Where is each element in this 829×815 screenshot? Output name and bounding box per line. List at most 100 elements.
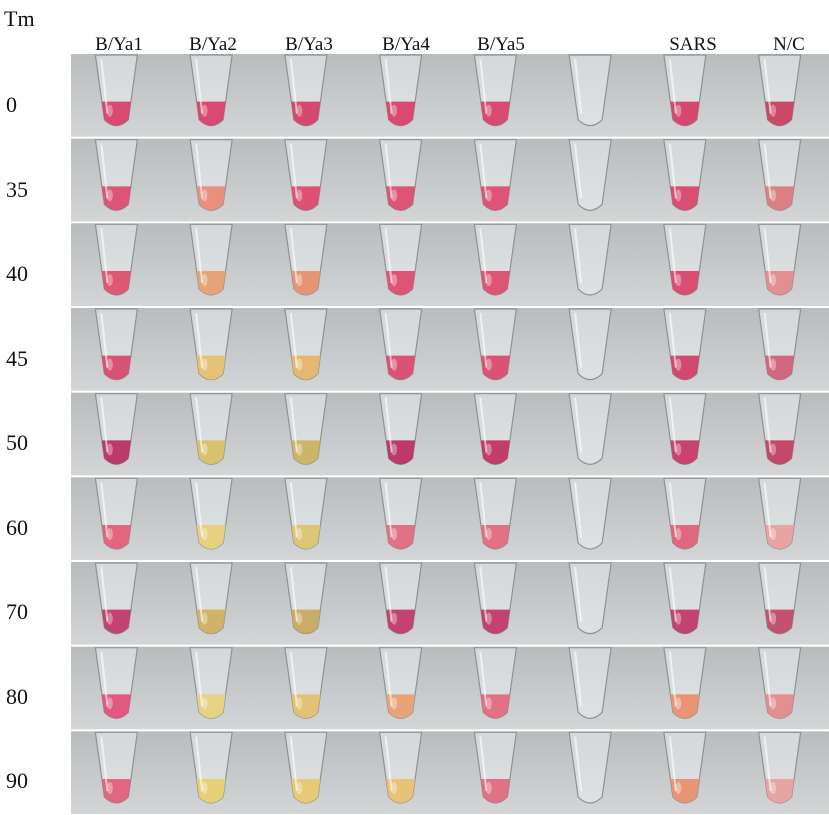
tube-b-ya5-tm-45 (473, 308, 518, 381)
reaction-liquid (480, 101, 510, 126)
tube-b-ya2-tm-50 (189, 393, 233, 465)
reaction-liquid (670, 186, 700, 211)
photo-row-50 (71, 392, 829, 476)
tube-b-ya4-tm-90 (378, 731, 423, 804)
tube-n-c-tm-80 (757, 647, 802, 719)
reaction-liquid (765, 271, 795, 295)
reaction-liquid (670, 694, 700, 719)
reaction-liquid (765, 779, 795, 803)
reaction-liquid (765, 609, 795, 634)
tube-sars-tm-35 (663, 139, 707, 211)
tube-b-ya1-tm-70 (94, 562, 139, 635)
reaction-liquid (480, 271, 510, 295)
tube-b-ya5-tm-80 (473, 647, 518, 719)
tube-empty-tm-90 (568, 731, 612, 804)
tube-b-ya1-tm-80 (94, 647, 139, 719)
reaction-liquid (480, 779, 510, 803)
tube-b-ya1-tm-45 (94, 308, 139, 381)
reaction-liquid (291, 101, 321, 126)
photo-row-45 (71, 308, 829, 391)
row-label-45: 45 (6, 346, 28, 371)
photo-row-80 (71, 646, 829, 730)
reaction-liquid (386, 355, 416, 380)
row-label-70: 70 (6, 599, 28, 624)
tube-b-ya4-tm-45 (378, 308, 423, 381)
tube-b-ya2-tm-80 (189, 647, 233, 719)
tube-b-ya2-tm-60 (189, 477, 233, 550)
reaction-liquid (291, 355, 321, 380)
tube-empty-tm-70 (568, 562, 612, 635)
tube-b-ya4-tm-0 (378, 54, 423, 127)
reaction-liquid (386, 101, 416, 126)
row-label-35: 35 (6, 177, 28, 202)
reaction-liquid (670, 101, 700, 126)
reaction-liquid (291, 186, 321, 211)
tube-b-ya2-tm-45 (189, 308, 233, 381)
photo-row-60 (71, 477, 829, 560)
tube-sars-tm-60 (663, 477, 707, 550)
tube-sars-tm-80 (663, 647, 707, 719)
column-label-nc: N/C (773, 34, 805, 55)
reaction-liquid (386, 186, 416, 211)
column-label-b-ya4: B/Ya4 (382, 34, 430, 55)
tube-b-ya5-tm-50 (473, 393, 518, 465)
photo-row-90 (71, 731, 829, 814)
tube-b-ya3-tm-60 (284, 477, 328, 550)
reaction-liquid (765, 101, 795, 126)
tube-b-ya2-tm-35 (189, 139, 233, 211)
tube-n-c-tm-40 (757, 223, 802, 296)
tube-b-ya4-tm-35 (378, 139, 423, 211)
row-label-90: 90 (6, 768, 28, 793)
photo-row-40 (71, 223, 829, 306)
tube-b-ya4-tm-80 (378, 647, 423, 719)
tube-b-ya3-tm-90 (284, 731, 328, 804)
reaction-liquid (196, 355, 226, 380)
photo-row-70 (71, 562, 829, 645)
reaction-liquid (480, 355, 510, 380)
tube-b-ya1-tm-60 (94, 477, 139, 550)
reaction-liquid (291, 609, 321, 634)
tube-n-c-tm-45 (757, 308, 802, 381)
tube-b-ya3-tm-40 (284, 223, 328, 296)
reaction-liquid (386, 525, 416, 549)
tube-b-ya5-tm-35 (473, 139, 518, 211)
tube-b-ya4-tm-70 (378, 562, 423, 635)
reaction-liquid (101, 609, 131, 634)
reaction-liquid (480, 694, 510, 719)
tube-sars-tm-50 (663, 393, 707, 465)
tube-b-ya3-tm-0 (284, 54, 328, 127)
tube-sars-tm-45 (663, 308, 707, 381)
reaction-liquid (196, 440, 226, 465)
reaction-liquid (196, 609, 226, 634)
tube-b-ya4-tm-50 (378, 393, 423, 465)
row-label-40: 40 (6, 261, 28, 286)
reaction-liquid (101, 440, 131, 465)
reaction-liquid (196, 271, 226, 295)
tube-sars-tm-90 (663, 731, 707, 804)
reaction-liquid (765, 694, 795, 719)
reaction-liquid (765, 525, 795, 549)
reaction-liquid (670, 271, 700, 295)
reaction-liquid (386, 694, 416, 719)
column-label-b-ya2: B/Ya2 (189, 34, 237, 55)
tube-n-c-tm-35 (757, 139, 802, 211)
reaction-liquid (291, 694, 321, 719)
tube-empty-tm-80 (568, 647, 612, 719)
tube-n-c-tm-90 (757, 731, 802, 804)
reaction-liquid (480, 525, 510, 549)
tube-empty-tm-45 (568, 308, 612, 381)
reaction-liquid (386, 609, 416, 634)
tube-b-ya2-tm-90 (189, 731, 233, 804)
reaction-liquid (196, 525, 226, 549)
column-label-b-ya5: B/Ya5 (477, 34, 525, 55)
reaction-liquid (291, 271, 321, 295)
tube-b-ya3-tm-45 (284, 308, 328, 381)
tube-empty-tm-40 (568, 223, 612, 296)
column-label-b-ya1: B/Ya1 (95, 34, 143, 55)
tube-n-c-tm-50 (757, 393, 802, 465)
reaction-liquid (291, 525, 321, 549)
tube-b-ya1-tm-90 (94, 731, 139, 804)
tube-empty-tm-35 (568, 139, 612, 211)
tube-b-ya3-tm-70 (284, 562, 328, 635)
